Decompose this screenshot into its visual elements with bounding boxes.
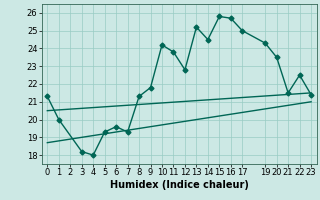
X-axis label: Humidex (Indice chaleur): Humidex (Indice chaleur): [110, 180, 249, 190]
